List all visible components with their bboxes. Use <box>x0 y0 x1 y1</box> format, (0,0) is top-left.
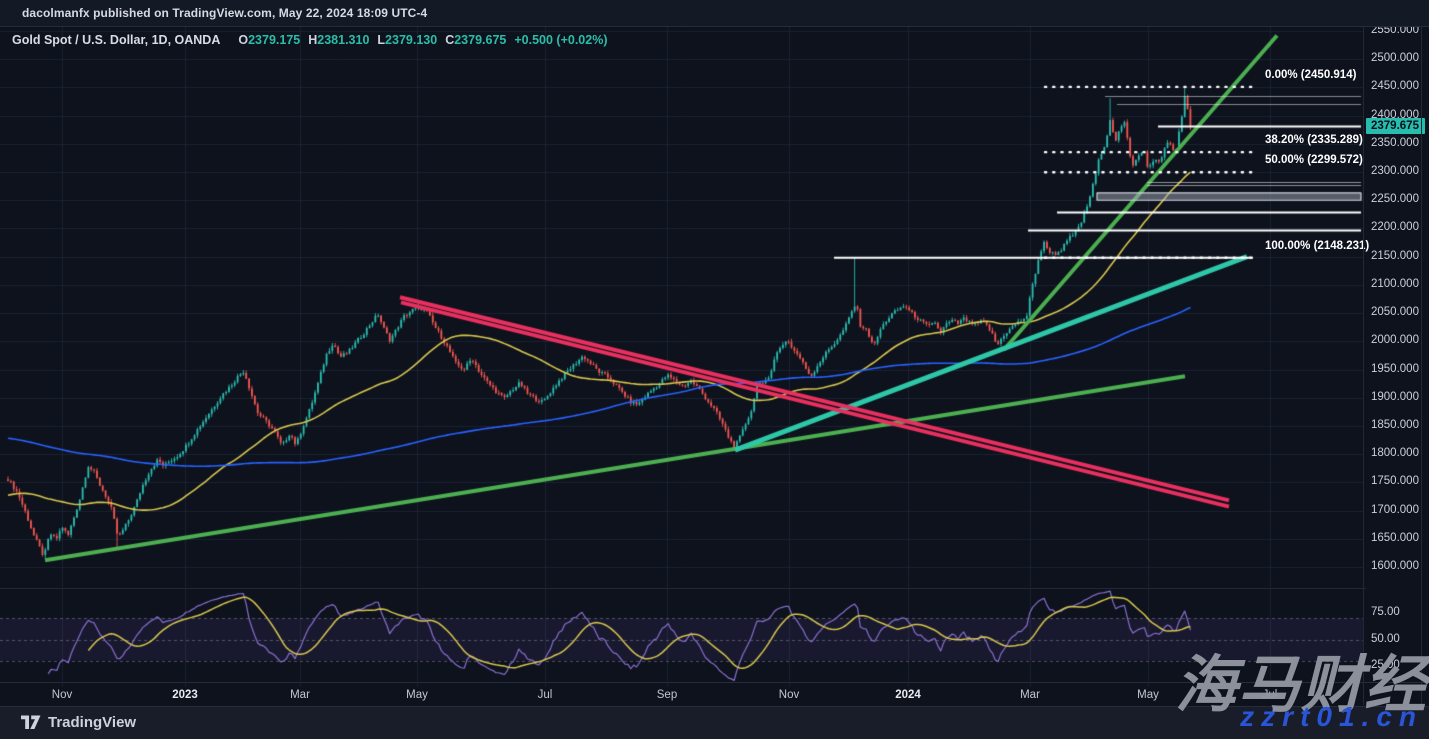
time-axis-divider <box>0 682 1429 683</box>
right-edge-divider <box>1421 27 1422 705</box>
price-axis-divider[interactable] <box>1363 27 1364 705</box>
publish-info-text: dacolmanfx published on TradingView.com,… <box>22 6 428 20</box>
tradingview-logo-icon <box>21 715 41 729</box>
publish-info-bar: dacolmanfx published on TradingView.com,… <box>0 0 1429 27</box>
footer-bar: TradingView <box>0 706 1429 739</box>
pane-divider[interactable] <box>0 588 1366 589</box>
tradingview-link[interactable]: TradingView <box>21 713 136 731</box>
tradingview-logo-text: TradingView <box>48 713 137 731</box>
